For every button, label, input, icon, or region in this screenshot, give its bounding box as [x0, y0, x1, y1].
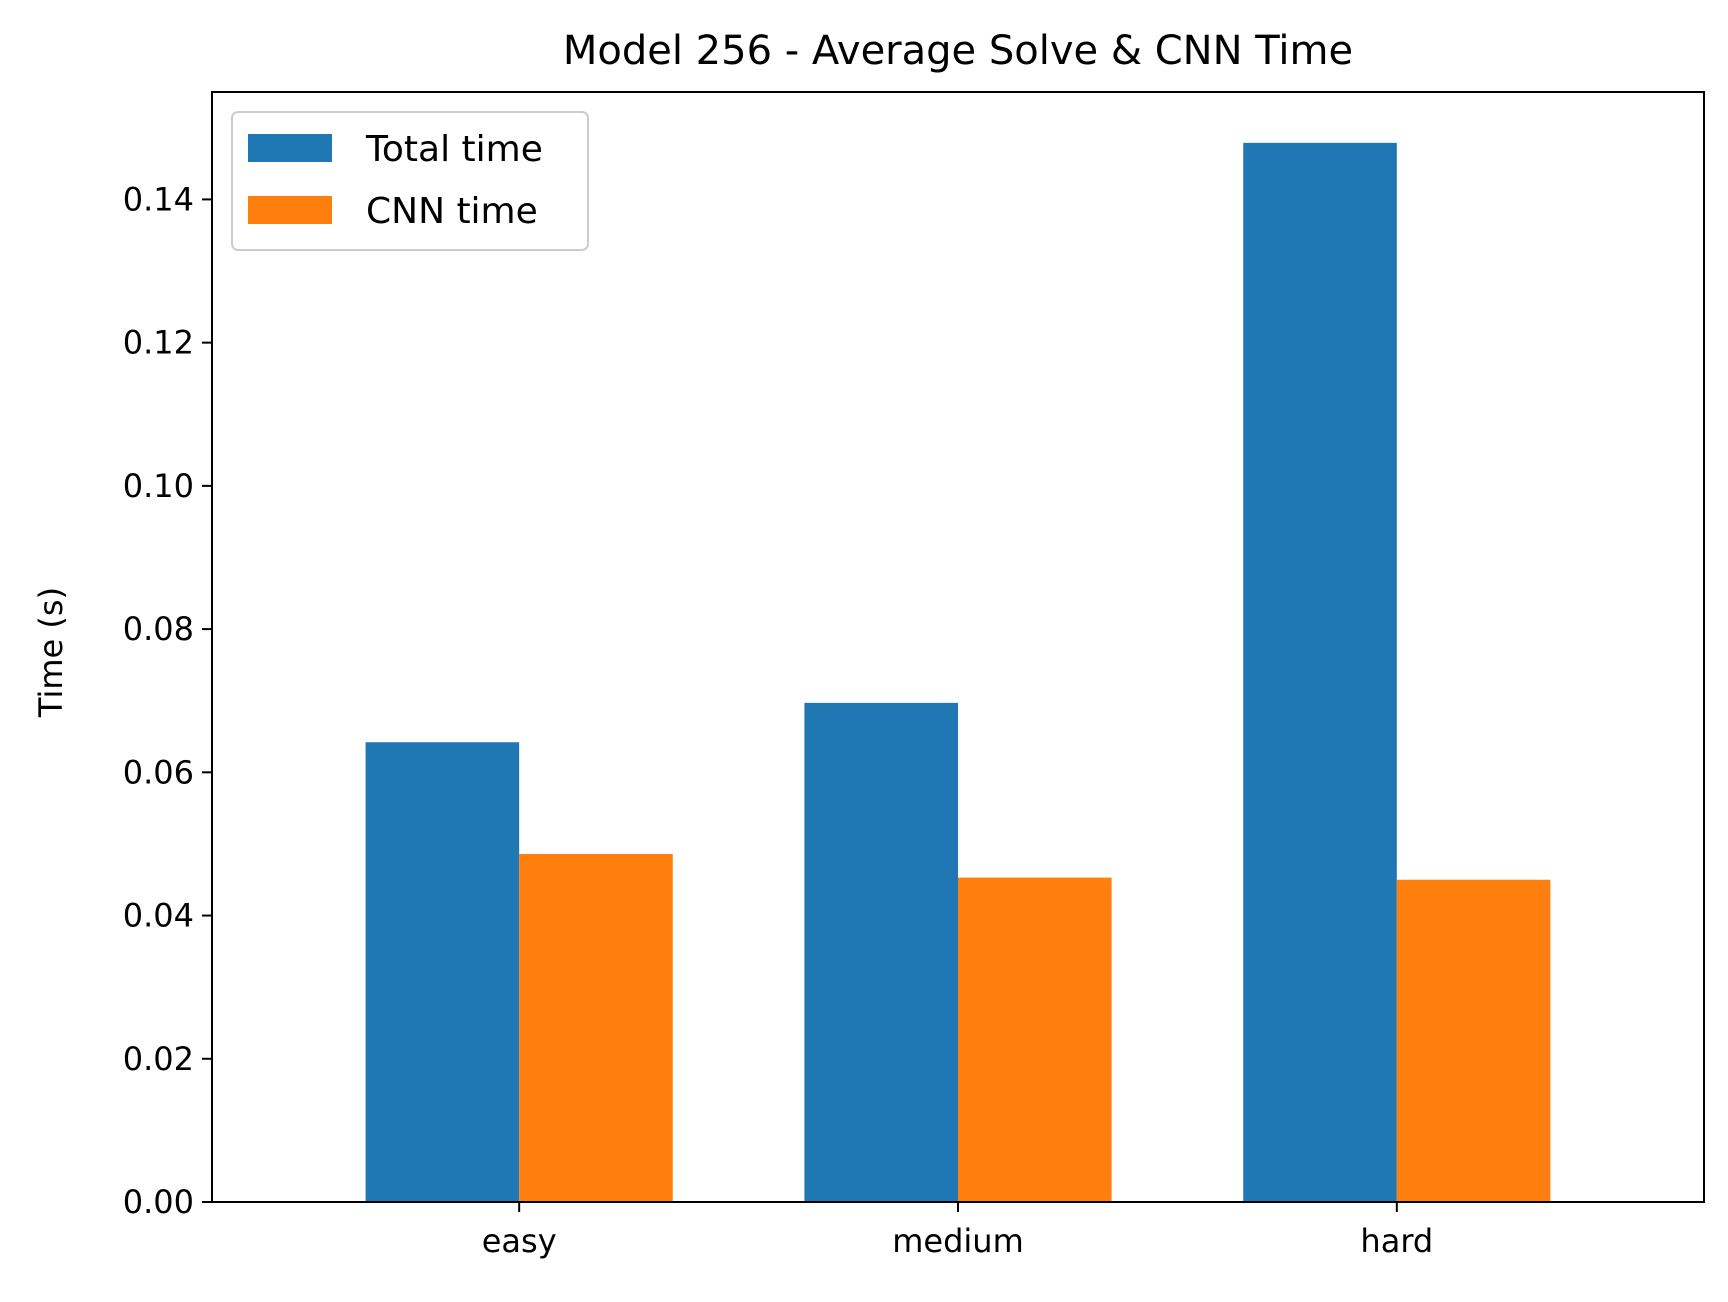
chart-title: Model 256 - Average Solve & CNN Time: [563, 28, 1353, 74]
bar-cnn-time-hard: [1396, 879, 1551, 1202]
y-tick-label: 0.00: [123, 1183, 194, 1221]
bar-total-time-easy: [365, 742, 520, 1202]
y-tick-label: 0.04: [123, 897, 194, 935]
legend-label-cnn-time: CNN time: [366, 191, 538, 232]
legend-label-total-time: Total time: [365, 129, 543, 170]
y-axis-ticks: 0.00 0.02 0.04 0.06 0.08 0.10 0.12 0.14: [123, 180, 212, 1221]
y-tick-label: 0.14: [123, 180, 194, 218]
x-tick-label-easy: easy: [482, 1222, 557, 1260]
x-tick-label-hard: hard: [1360, 1222, 1433, 1260]
bars-group: [365, 142, 1551, 1202]
plot-frame: [211, 91, 1705, 1203]
y-tick-label: 0.10: [123, 467, 194, 505]
y-tick-label: 0.06: [123, 753, 194, 791]
y-axis-label: Time (s): [32, 587, 70, 718]
legend-swatch-cnn-time: [248, 196, 332, 224]
y-tick-label: 0.08: [123, 610, 194, 648]
bar-cnn-time-easy: [519, 853, 673, 1202]
y-tick-label: 0.12: [123, 324, 194, 362]
bar-total-time-medium: [804, 702, 958, 1202]
bar-cnn-time-medium: [958, 877, 1112, 1202]
legend-swatch-total-time: [248, 134, 332, 162]
y-tick-label: 0.02: [123, 1040, 194, 1078]
x-tick-label-medium: medium: [892, 1222, 1024, 1260]
x-axis-ticks: easy medium hard: [482, 1202, 1433, 1260]
legend: Total time CNN time: [231, 111, 589, 251]
bar-total-time-hard: [1243, 142, 1397, 1202]
